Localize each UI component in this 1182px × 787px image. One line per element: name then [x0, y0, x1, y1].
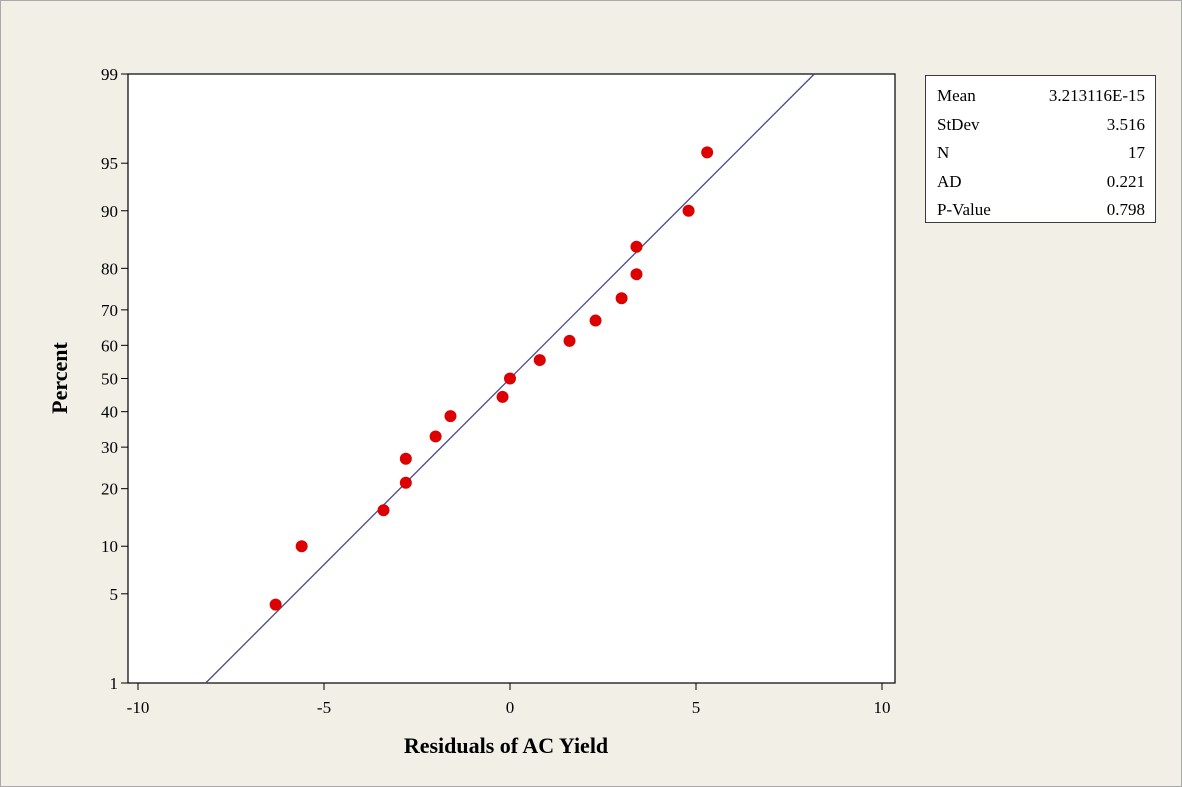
data-point	[701, 146, 714, 159]
y-tick-label: 40	[101, 403, 118, 422]
data-point	[269, 598, 282, 611]
stat-value: 3.516	[1106, 114, 1145, 134]
x-tick-label: 10	[874, 698, 891, 717]
data-point	[399, 452, 412, 465]
y-tick-label: 5	[110, 585, 119, 604]
stat-label: N	[937, 143, 950, 163]
data-point	[399, 476, 412, 489]
data-point	[496, 390, 509, 403]
stat-row-stdev: StDev 3.516	[937, 111, 1145, 140]
stat-row-ad: AD 0.221	[937, 168, 1145, 197]
y-tick-label: 10	[101, 537, 118, 556]
data-point	[682, 204, 695, 217]
y-tick-label: 99	[101, 65, 118, 84]
stat-label: StDev	[937, 114, 980, 134]
stat-value: 0.221	[1106, 171, 1145, 191]
x-axis: -10 -5 0 5 10	[127, 683, 891, 717]
data-point	[504, 372, 516, 385]
y-tick-label: 30	[101, 438, 118, 457]
stat-value: 3.213116E-15	[1048, 86, 1145, 105]
x-tick-label: 5	[692, 698, 701, 717]
stat-value: 0.798	[1106, 200, 1145, 220]
x-tick-label: -5	[317, 698, 331, 717]
stat-label: AD	[937, 171, 962, 191]
data-point	[429, 430, 442, 443]
data-point	[295, 540, 308, 553]
x-tick-label: 0	[506, 698, 515, 717]
stat-row-pvalue: P-Value 0.798	[937, 196, 1145, 225]
data-point	[630, 240, 643, 253]
y-axis-title: Percent	[47, 342, 72, 414]
y-tick-label: 90	[101, 202, 118, 221]
y-tick-label: 50	[101, 370, 118, 389]
data-point	[377, 504, 390, 517]
y-axis: 1 5 10 20 30 40 50 60 70 80 90 95 99	[101, 65, 128, 693]
y-tick-label: 1	[110, 674, 119, 693]
y-tick-label: 60	[101, 336, 118, 355]
data-point	[533, 354, 546, 367]
x-axis-title: Residuals of AC Yield	[404, 733, 608, 758]
stat-label: Mean	[937, 86, 976, 105]
data-point	[589, 314, 602, 327]
stat-row-n: N 17	[937, 139, 1145, 168]
y-tick-label: 95	[101, 154, 118, 173]
y-tick-label: 20	[101, 480, 118, 499]
data-point	[444, 410, 457, 423]
data-points	[269, 146, 714, 611]
data-point	[563, 334, 576, 347]
stat-row-mean: Mean 3.213116E-15	[937, 82, 1145, 111]
data-point	[630, 268, 643, 281]
stat-value: 17	[1128, 143, 1145, 163]
x-tick-label: -10	[127, 698, 150, 717]
stat-label: P-Value	[937, 200, 991, 220]
stats-table: Mean 3.213116E-15 StDev 3.516 N 17 AD 0.…	[925, 75, 1156, 223]
y-tick-label: 70	[101, 301, 118, 320]
y-tick-label: 80	[101, 259, 118, 278]
data-point	[615, 292, 628, 305]
